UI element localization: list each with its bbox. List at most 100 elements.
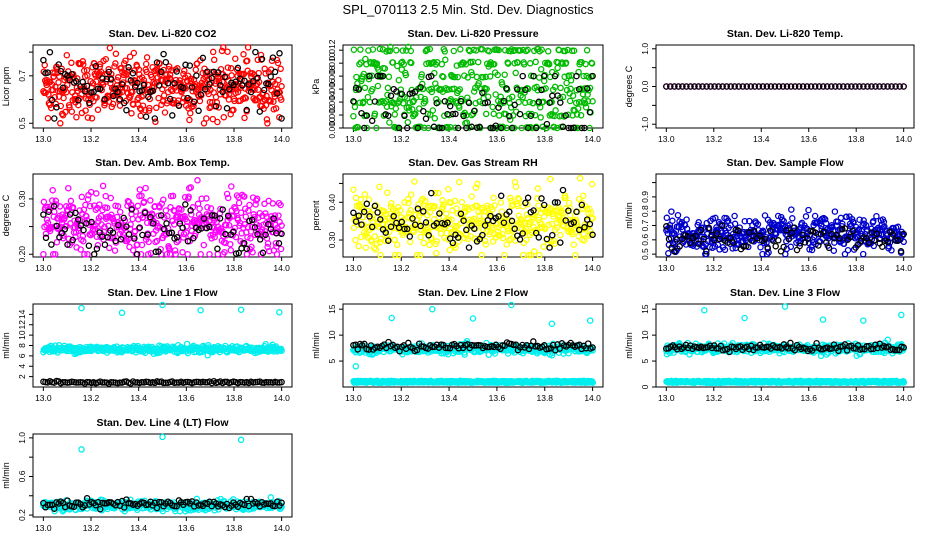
- data-point: [388, 200, 395, 207]
- data-point: [549, 92, 556, 100]
- x-tick-label: 13.8: [226, 134, 243, 144]
- data-point: [501, 71, 508, 78]
- y-axis-label: Licor ppm: [1, 67, 11, 107]
- data-point: [140, 198, 148, 206]
- data-point: [884, 83, 891, 90]
- data-point: [234, 64, 242, 72]
- data-point: [362, 55, 369, 63]
- data-point: [527, 72, 535, 80]
- data-point: [81, 250, 88, 258]
- data-point: [171, 80, 178, 87]
- y-axis-label: ml/min: [311, 332, 321, 359]
- data-point: [86, 99, 93, 107]
- data-point: [43, 216, 51, 224]
- data-point: [46, 48, 54, 56]
- data-point: [53, 104, 60, 111]
- data-point: [72, 78, 80, 85]
- data-point: [271, 68, 279, 76]
- data-point: [371, 98, 379, 105]
- data-point: [503, 85, 510, 92]
- data-point: [79, 58, 87, 65]
- data-point: [530, 72, 537, 80]
- data-point: [837, 214, 845, 222]
- y-tick-label: 0.7: [17, 70, 27, 82]
- data-point: [815, 83, 823, 90]
- data-point: [407, 191, 415, 198]
- data-point: [158, 101, 165, 108]
- data-point: [174, 65, 181, 72]
- data-point: [896, 83, 903, 90]
- data-point: [537, 114, 544, 121]
- data-point: [82, 107, 89, 114]
- data-point: [177, 213, 184, 220]
- data-point: [51, 115, 58, 122]
- data-point: [384, 189, 391, 196]
- data-point: [197, 91, 205, 98]
- x-tick-label: 13.4: [441, 134, 458, 144]
- data-point: [739, 83, 747, 90]
- data-point: [243, 57, 251, 65]
- data-point: [106, 244, 113, 252]
- data-point: [66, 203, 73, 210]
- x-tick-label: 13.4: [130, 134, 147, 144]
- data-point: [547, 111, 555, 118]
- data-point: [53, 238, 61, 246]
- data-point: [63, 88, 70, 96]
- data-point: [169, 217, 176, 225]
- data-point: [860, 83, 867, 90]
- data-point: [579, 192, 587, 200]
- data-point: [102, 55, 110, 63]
- data-point: [840, 83, 847, 90]
- x-tick-label: 13.0: [345, 393, 362, 403]
- data-point: [262, 70, 269, 77]
- data-point: [77, 246, 84, 253]
- panel-title: Stan. Dev. Amb. Box Temp.: [95, 157, 230, 169]
- data-point: [57, 120, 64, 127]
- data-point: [84, 72, 91, 79]
- data-point: [805, 206, 812, 214]
- data-point: [186, 62, 194, 69]
- data-point: [586, 108, 594, 116]
- data-point: [376, 45, 384, 53]
- x-tick-label: 14.0: [895, 393, 912, 403]
- data-point: [67, 197, 75, 205]
- x-tick-label: 13.8: [848, 393, 865, 403]
- data-point: [454, 124, 462, 132]
- data-point: [377, 72, 384, 80]
- data-point: [695, 83, 702, 90]
- data-point: [254, 86, 262, 93]
- data-point: [118, 309, 126, 317]
- data-point: [363, 112, 371, 119]
- data-point: [868, 83, 875, 90]
- data-point: [361, 191, 369, 198]
- data-point: [265, 80, 272, 88]
- data-point: [194, 177, 201, 184]
- data-point: [187, 109, 194, 117]
- data-point: [582, 60, 589, 68]
- data-point: [224, 48, 231, 55]
- data-point: [859, 250, 867, 258]
- data-point: [532, 58, 539, 66]
- data-point: [492, 122, 500, 129]
- data-point: [530, 248, 538, 255]
- data-point: [393, 47, 400, 54]
- x-tick-label: 13.2: [393, 393, 410, 403]
- data-point: [469, 315, 477, 322]
- data-point: [196, 205, 203, 212]
- data-point: [120, 99, 128, 107]
- data-point: [524, 194, 532, 202]
- data-point: [514, 59, 521, 66]
- data-point: [160, 196, 167, 203]
- data-point: [220, 44, 227, 51]
- data-point: [114, 77, 121, 84]
- data-point: [557, 99, 564, 106]
- data-point: [92, 62, 100, 70]
- data-point: [436, 124, 443, 132]
- data-point: [589, 98, 596, 105]
- data-point: [388, 314, 395, 322]
- data-point: [719, 83, 726, 90]
- data-point: [371, 110, 379, 117]
